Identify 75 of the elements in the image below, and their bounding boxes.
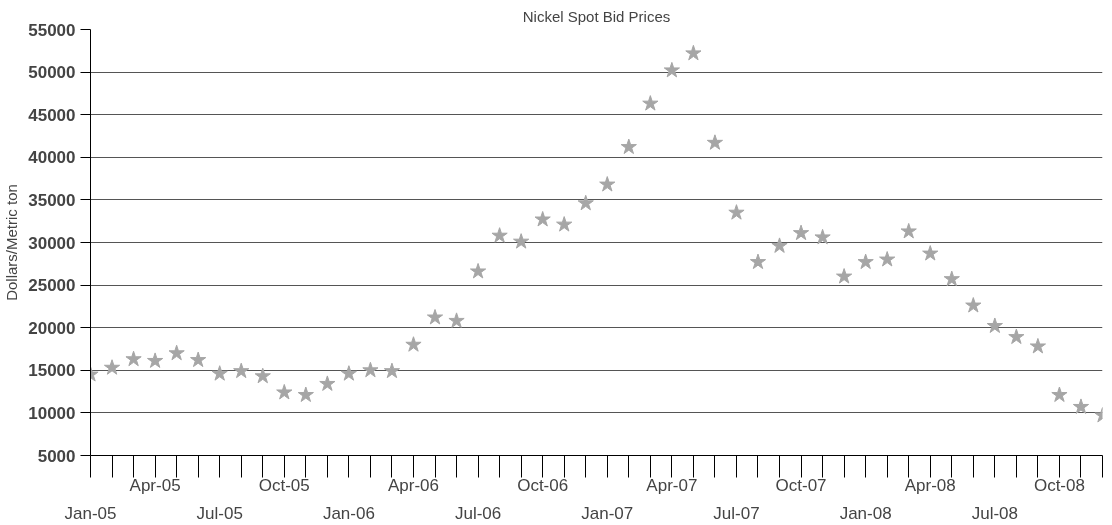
point: [1051, 386, 1068, 402]
point: [706, 134, 724, 150]
y-tick-label: 25000: [28, 276, 76, 296]
point: [1072, 398, 1090, 414]
point: [362, 361, 379, 378]
x-tick-label: Jul-08: [971, 503, 1018, 523]
point: [146, 352, 164, 368]
point: [814, 228, 831, 245]
y-tick-label: 35000: [28, 190, 76, 210]
x-tick-label: Oct-08: [1033, 475, 1085, 495]
point: [211, 365, 228, 381]
y-tick-label: 10000: [28, 403, 76, 423]
point: [556, 216, 573, 232]
y-tick-label: 20000: [28, 318, 76, 338]
point: [103, 359, 121, 375]
point: [513, 233, 530, 249]
point: [297, 386, 314, 402]
point: [469, 262, 487, 279]
x-tick-label: Jul-05: [196, 503, 243, 523]
point: [1008, 328, 1025, 345]
x-tick-label: Oct-06: [517, 475, 569, 495]
point: [426, 308, 444, 325]
y-axis-title: Dollars/Metric ton: [3, 184, 21, 301]
point: [340, 365, 357, 381]
point: [125, 350, 142, 367]
point: [900, 222, 917, 239]
x-tick-label: Jan-05: [64, 503, 117, 523]
point: [792, 224, 810, 241]
x-tick-label: Jan-08: [839, 503, 892, 523]
x-tick-label: Oct-05: [258, 475, 310, 495]
point: [749, 253, 767, 270]
point: [728, 204, 745, 220]
point: [534, 211, 551, 227]
point: [922, 245, 939, 261]
point: [254, 367, 271, 384]
x-tick-label: Oct-07: [775, 475, 827, 495]
point: [965, 297, 982, 313]
point: [663, 61, 680, 78]
point: [943, 270, 960, 287]
point: [620, 138, 637, 155]
point: [448, 312, 465, 328]
point: [599, 176, 616, 192]
y-tick-label: 15000: [28, 361, 76, 381]
x-tick-label: Apr-06: [387, 475, 439, 495]
point: [685, 44, 702, 61]
point: [491, 227, 508, 243]
chart-title: Nickel Spot Bid Prices: [522, 7, 671, 25]
point: [233, 362, 250, 379]
point: [190, 351, 207, 368]
y-tick-label: 40000: [28, 148, 76, 168]
point: [577, 194, 594, 211]
point: [836, 268, 853, 284]
x-tick-label: Jul-06: [454, 503, 502, 523]
y-tick-label: 45000: [28, 105, 76, 125]
x-tick-label: Jan-06: [322, 503, 375, 523]
point: [1029, 337, 1047, 354]
point: [168, 344, 185, 361]
point: [319, 375, 336, 391]
x-tick-label: Apr-05: [129, 475, 181, 495]
point: [405, 336, 422, 352]
point: [383, 362, 401, 379]
y-tick-label: 55000: [28, 20, 76, 40]
y-tick-label: 30000: [28, 233, 76, 253]
point: [642, 95, 659, 111]
x-tick-label: Apr-08: [904, 475, 956, 495]
point: [857, 253, 874, 270]
y-tick-label: 5000: [37, 446, 76, 466]
x-tick-label: Jul-07: [713, 503, 760, 523]
point: [276, 383, 293, 400]
x-tick-label: Jan-07: [581, 503, 634, 523]
x-tick-label: Apr-07: [646, 475, 698, 495]
point: [879, 251, 896, 267]
point: [986, 317, 1003, 333]
y-tick-label: 50000: [28, 63, 76, 83]
point: [771, 237, 788, 253]
